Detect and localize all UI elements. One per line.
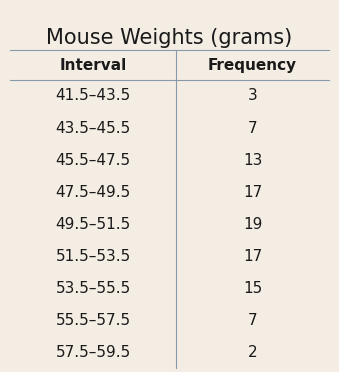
Text: Mouse Weights (grams): Mouse Weights (grams) (46, 28, 293, 48)
Text: Interval: Interval (60, 58, 127, 73)
Text: 49.5–51.5: 49.5–51.5 (56, 217, 131, 232)
Text: 15: 15 (243, 281, 262, 296)
Text: 41.5–43.5: 41.5–43.5 (56, 89, 131, 103)
Text: 53.5–55.5: 53.5–55.5 (56, 281, 131, 296)
Text: 7: 7 (248, 121, 257, 135)
Text: 13: 13 (243, 153, 262, 167)
Text: 19: 19 (243, 217, 262, 232)
Text: 17: 17 (243, 185, 262, 200)
Text: 57.5–59.5: 57.5–59.5 (56, 345, 131, 360)
Text: 43.5–45.5: 43.5–45.5 (56, 121, 131, 135)
Text: 51.5–53.5: 51.5–53.5 (56, 248, 131, 264)
Text: 17: 17 (243, 248, 262, 264)
Text: 3: 3 (248, 89, 257, 103)
Text: 2: 2 (248, 345, 257, 360)
Text: 47.5–49.5: 47.5–49.5 (56, 185, 131, 200)
Text: 7: 7 (248, 313, 257, 328)
Text: 55.5–57.5: 55.5–57.5 (56, 313, 131, 328)
Text: Frequency: Frequency (208, 58, 297, 73)
Text: 45.5–47.5: 45.5–47.5 (56, 153, 131, 167)
